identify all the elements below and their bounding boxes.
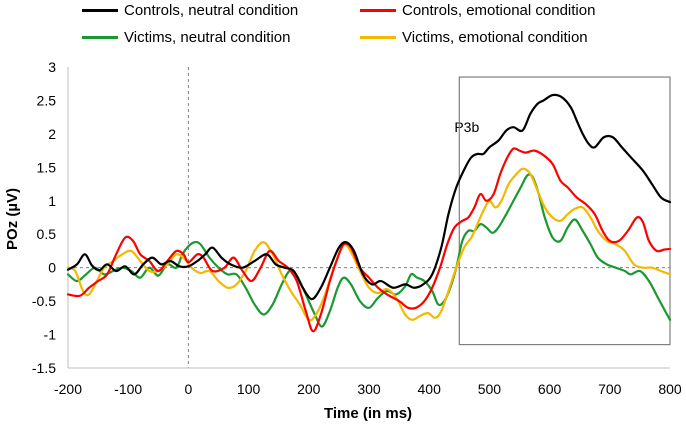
y-tick-label: 2.5 (37, 92, 57, 108)
y-axis-title: POz (µV) (4, 188, 21, 250)
y-tick-label: 0.5 (37, 226, 57, 242)
series-line-controls-neutral (66, 93, 672, 301)
legend-swatch (360, 36, 396, 39)
x-tick-label: 500 (478, 381, 502, 397)
reference-lines (68, 67, 670, 368)
p3b-label: P3b (454, 119, 479, 135)
legend-label: Controls, emotional condition (402, 2, 596, 19)
legend-label: Victims, emotional condition (402, 29, 588, 46)
y-tick-label: 1 (48, 193, 56, 209)
legend-item-victims-neutral: Victims, neutral condition (82, 29, 290, 46)
x-tick-label: 0 (185, 381, 193, 397)
series-lines (66, 93, 672, 333)
y-tick-label: -0.5 (32, 293, 56, 309)
series-line-controls-emotional (66, 147, 672, 333)
x-axis-title: Time (in ms) (324, 405, 412, 422)
legend-swatch (82, 36, 118, 39)
series-line-victims-neutral (66, 173, 672, 328)
x-tick-label: 600 (538, 381, 562, 397)
legend-label: Controls, neutral condition (124, 2, 299, 19)
x-tick-label: -200 (54, 381, 82, 397)
legend-item-victims-emotional: Victims, emotional condition (360, 29, 588, 46)
x-tick-label: 800 (658, 381, 682, 397)
y-tick-label: 3 (48, 59, 56, 75)
axes: Time (in ms) POz (µV) -1.5 -1 -0.5 0 0.5 1 1.5… (4, 59, 682, 422)
x-tick-label: 100 (237, 381, 261, 397)
y-tick-label: 1.5 (37, 159, 57, 175)
series-line-victims-emotional (66, 167, 672, 322)
legend-swatch (360, 9, 396, 12)
legend-item-controls-emotional: Controls, emotional condition (360, 2, 595, 19)
x-tick-label: 400 (418, 381, 442, 397)
y-tick-label: -1.5 (32, 360, 56, 376)
p3b-window-box (458, 76, 671, 346)
x-tick-label: 300 (357, 381, 381, 397)
legend-swatch (82, 9, 118, 12)
x-tick-label: -100 (114, 381, 142, 397)
annotation-layer: P3b (454, 76, 671, 346)
y-tick-label: 2 (48, 126, 56, 142)
x-tick-label: 700 (598, 381, 622, 397)
legend-item-controls-neutral: Controls, neutral condition (82, 2, 298, 19)
y-tick-label: -1 (44, 327, 57, 343)
y-tick-label: 0 (48, 260, 56, 276)
legend-label: Victims, neutral condition (124, 29, 291, 46)
x-tick-label: 200 (297, 381, 321, 397)
chart-legend: Controls, neutral condition Controls, em… (0, 0, 686, 60)
